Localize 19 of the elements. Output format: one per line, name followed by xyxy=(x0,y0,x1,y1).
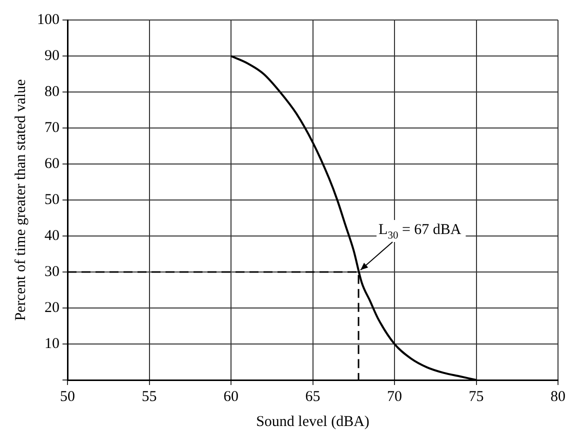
y-tick-label: 90 xyxy=(44,48,60,64)
x-tick-label: 55 xyxy=(142,388,157,405)
y-tick-label: 70 xyxy=(44,120,60,136)
y-tick-label: 100 xyxy=(37,12,60,28)
y-tick-label: 30 xyxy=(44,264,60,280)
x-axis-title: Sound level (dBA) xyxy=(256,414,370,430)
y-tick-label: 50 xyxy=(44,192,60,208)
x-tick-label: 80 xyxy=(550,388,566,405)
y-tick-label: 40 xyxy=(44,228,60,244)
y-tick-label: 80 xyxy=(44,84,60,100)
x-tick-label: 50 xyxy=(60,388,75,405)
x-tick-label: 70 xyxy=(387,388,402,405)
x-tick-label: 60 xyxy=(224,388,238,405)
x-tick-label: 65 xyxy=(305,388,320,405)
y-axis-title: Percent of time greater than stated value xyxy=(12,78,29,321)
x-tick-label: 75 xyxy=(468,388,484,405)
y-tick-label: 60 xyxy=(44,156,60,172)
y-tick-label: 10 xyxy=(44,336,60,352)
y-tick-label: 20 xyxy=(44,300,60,316)
